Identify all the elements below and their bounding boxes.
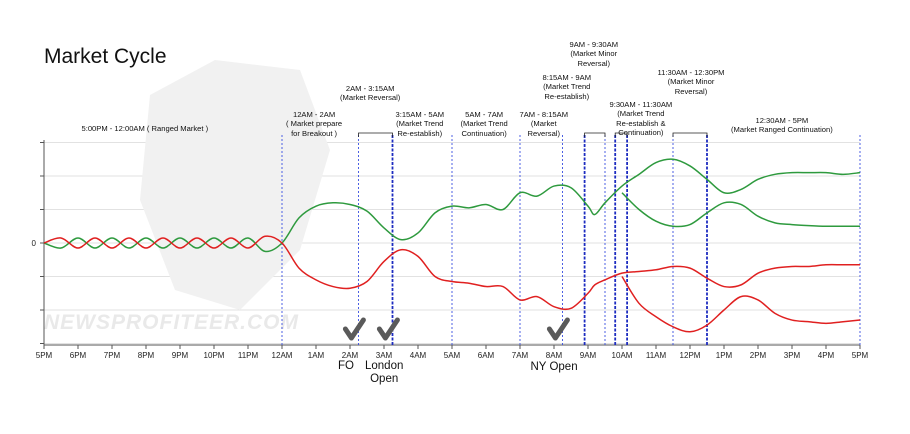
event-label-0: FO — [338, 360, 354, 372]
event-label-1: London Open — [365, 360, 404, 385]
annotation-3: 3:15AM - 5AM (Market Trend Re-establish) — [395, 110, 445, 138]
x-tick-label-1PM: 1PM — [716, 351, 733, 360]
x-tick-label-8PM: 8PM — [138, 351, 155, 360]
bracket-minor — [614, 132, 628, 137]
x-tick-label-3PM: 3PM — [784, 351, 801, 360]
x-tick-label-11PM: 11PM — [238, 351, 259, 360]
x-tick-label-10AM: 10AM — [612, 351, 633, 360]
watermark-text: NEWSPROFITEER.COM — [44, 311, 300, 334]
x-tick-label-4AM: 4AM — [410, 351, 427, 360]
x-tick-label-7AM: 7AM — [512, 351, 529, 360]
bracket-minor-2 — [672, 132, 708, 137]
x-tick-label-12PM: 12PM — [680, 351, 701, 360]
series-line-1 — [621, 192, 860, 228]
annotation-6: 8:15AM - 9AM (Market Trend Re-establish) — [542, 73, 592, 101]
y-tick-label: 0 — [32, 239, 37, 248]
bracket-reversal — [358, 132, 393, 137]
watermark-logo — [140, 60, 330, 310]
series-line-3 — [621, 276, 861, 333]
x-tick-label-7PM: 7PM — [104, 351, 121, 360]
x-tick-label-9AM: 9AM — [580, 351, 597, 360]
x-tick-label-12AM: 12AM — [272, 351, 293, 360]
x-tick-label-8AM: 8AM — [546, 351, 563, 360]
annotation-5: 7AM - 8:15AM (Market Reversal) — [519, 110, 569, 138]
check-mark-2 — [546, 317, 570, 341]
x-tick-label-3AM: 3AM — [376, 351, 393, 360]
check-mark-1 — [376, 317, 400, 341]
annotation-7: 9AM - 9:30AM (Market Minor Reversal) — [569, 40, 619, 68]
x-tick-label-2AM: 2AM — [342, 351, 359, 360]
annotation-4: 5AM - 7AM (Market Trend Continuation) — [460, 110, 508, 138]
x-tick-label-6AM: 6AM — [478, 351, 495, 360]
chart-title: Market Cycle — [44, 45, 167, 68]
annotation-2: 2AM - 3:15AM (Market Reversal) — [340, 84, 401, 103]
x-tick-label-9PM: 9PM — [172, 351, 189, 360]
x-tick-label-5PM: 5PM — [36, 351, 53, 360]
x-tick-label-10PM: 10PM — [204, 351, 225, 360]
annotation-0: 5:00PM - 12:00AM ( Ranged Market ) — [81, 124, 209, 133]
annotation-10: 12:30AM - 5PM (Market Ranged Continuatio… — [731, 116, 833, 135]
series-line-2 — [43, 235, 860, 311]
bracket-trend — [584, 132, 606, 137]
series-line-0 — [43, 158, 861, 253]
check-mark-0 — [342, 317, 366, 341]
annotation-1: 12AM - 2AM ( Market prepare for Breakout… — [286, 110, 343, 138]
annotation-8: 9:30AM - 11:30AM (Market Trend Re-establ… — [609, 100, 673, 138]
annotation-9: 11:30AM - 12:30PM (Market Minor Reversal… — [657, 68, 725, 96]
x-tick-label-2PM: 2PM — [750, 351, 767, 360]
x-tick-label-5PM: 5PM — [852, 351, 869, 360]
x-tick-label-11AM: 11AM — [646, 351, 667, 360]
x-tick-label-6PM: 6PM — [70, 351, 87, 360]
event-label-2: NY Open — [530, 361, 578, 373]
x-tick-label-1AM: 1AM — [308, 351, 325, 360]
x-tick-label-4PM: 4PM — [818, 351, 835, 360]
x-tick-label-5AM: 5AM — [444, 351, 461, 360]
